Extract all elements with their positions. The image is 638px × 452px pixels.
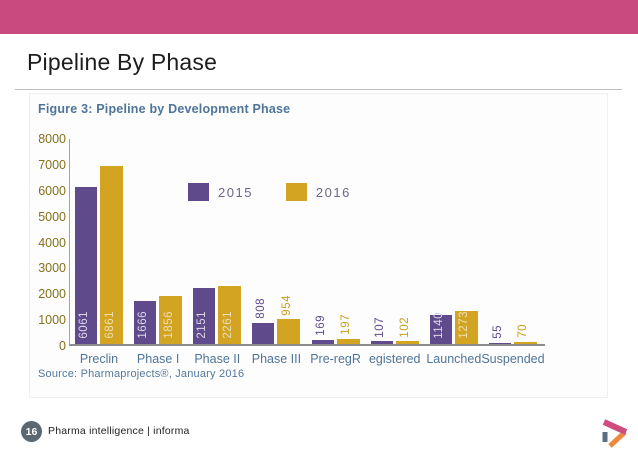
bar-2015 (429, 314, 452, 344)
bar-2016 (454, 311, 478, 344)
y-tick-label: 8000 (38, 132, 66, 146)
figure-panel: Figure 3: Pipeline by Development Phase … (29, 93, 608, 398)
bar-group-pre-regr: 169 197 (311, 139, 360, 344)
bar-group-launched: 1140 1273 (429, 139, 478, 344)
bar-2016 (159, 295, 183, 344)
bar-value-label: 102 (399, 316, 412, 338)
bar-value-label: 107 (373, 316, 386, 338)
pharma-intelligence-logo-icon (602, 419, 628, 448)
bar-2015 (488, 342, 511, 344)
y-tick-label: 5000 (38, 209, 66, 224)
x-tick-label: Launched (426, 352, 482, 366)
bar-value-label: 1666 (137, 311, 150, 339)
bar-value-label: 2151 (196, 311, 209, 339)
chart-legend: 2015 2016 (188, 183, 351, 201)
y-tick-label: 6000 (38, 183, 66, 198)
figure-title: Figure 3: Pipeline by Development Phase (38, 102, 291, 116)
bar-2015 (193, 288, 216, 344)
top-accent-bar (0, 0, 638, 34)
bar-value-label: 954 (280, 294, 293, 316)
bar-value-label: 6861 (103, 311, 116, 339)
x-tick-label: Phase I (136, 352, 180, 366)
bar-2016 (395, 341, 419, 344)
bar-value-label: 197 (340, 314, 353, 335)
x-tick-label: Phase II (194, 352, 241, 366)
y-tick-label: 1000 (38, 313, 66, 328)
bar-group-egistered: 107 102 (370, 139, 419, 344)
bar-group-suspended: 55 70 (488, 139, 537, 344)
legend-label-2016: 2016 (315, 184, 351, 200)
bar-2016 (277, 319, 301, 344)
bar-group-phase-i: 1666 1856 (134, 139, 183, 344)
bar-2016 (513, 342, 537, 344)
y-tick-label: 3000 (38, 261, 66, 276)
bar-2016 (336, 338, 360, 344)
x-tick-label: Preclin (79, 352, 119, 366)
x-tick-label: Pre-regR (310, 352, 361, 366)
legend-swatch-2016 (285, 183, 307, 201)
bar-value-label: 169 (314, 314, 327, 336)
title-divider (15, 89, 622, 90)
x-tick-label: Suspended (481, 352, 545, 366)
bar-value-label: 70 (517, 324, 530, 339)
bar-value-label: 2261 (221, 311, 234, 339)
bar-value-label: 55 (491, 324, 504, 339)
bar-value-label: 1273 (458, 311, 471, 339)
bar-chart-plot: 2015 2016 0 1000 2000 3000 4000 5000 6000 7000 8… (38, 132, 545, 366)
y-tick-label: 7000 (38, 157, 66, 172)
bar-value-label: 1140 (432, 312, 445, 339)
page-title: Pipeline By Phase (27, 49, 218, 75)
legend-swatch-2015 (188, 183, 209, 201)
bar-2016 (218, 285, 242, 344)
x-tick-label: egistered (368, 352, 421, 366)
y-tick-label: 0 (59, 339, 66, 353)
bar-2015 (252, 323, 275, 344)
bar-2015 (75, 187, 97, 344)
bar-group-phase-iii: 808 954 (252, 139, 301, 344)
bar-value-label: 6061 (78, 311, 90, 339)
bar-2015 (370, 341, 393, 344)
bar-2015 (311, 339, 334, 344)
legend-label-2015: 2015 (218, 184, 253, 200)
bar-group-phase-ii: 2151 2261 (193, 139, 242, 344)
footer-brand-text: Pharma intelligence | informa (48, 425, 190, 437)
bar-value-label: 808 (255, 298, 268, 320)
page-number-badge: 16 (21, 421, 42, 442)
bar-2016 (100, 166, 123, 344)
bar-group-preclin: 6061 6861 (75, 139, 123, 344)
y-tick-label: 4000 (38, 235, 66, 250)
bar-value-label: 1856 (162, 311, 175, 339)
y-tick-label: 2000 (38, 287, 66, 302)
chart-source-note: Source: Pharmaprojects®, January 2016 (38, 368, 245, 380)
x-tick-label: Phase III (251, 352, 302, 366)
bar-2015 (134, 300, 157, 344)
